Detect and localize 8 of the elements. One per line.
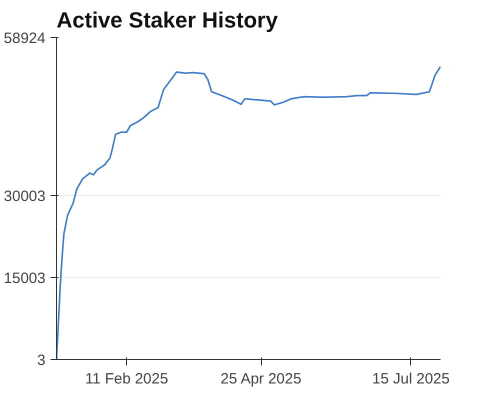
- y-tick-label: 3: [37, 352, 46, 369]
- x-tick-label: 25 Apr 2025: [220, 370, 302, 388]
- x-tick-label: 15 Jul 2025: [372, 370, 450, 388]
- x-tick-label: 11 Feb 2025: [85, 370, 168, 388]
- y-tick-label: 30003: [4, 188, 46, 206]
- y-tick-label: 15003: [4, 270, 46, 288]
- y-tick-label: 58924: [4, 30, 46, 47]
- chart-title: Active Staker History: [56, 8, 279, 32]
